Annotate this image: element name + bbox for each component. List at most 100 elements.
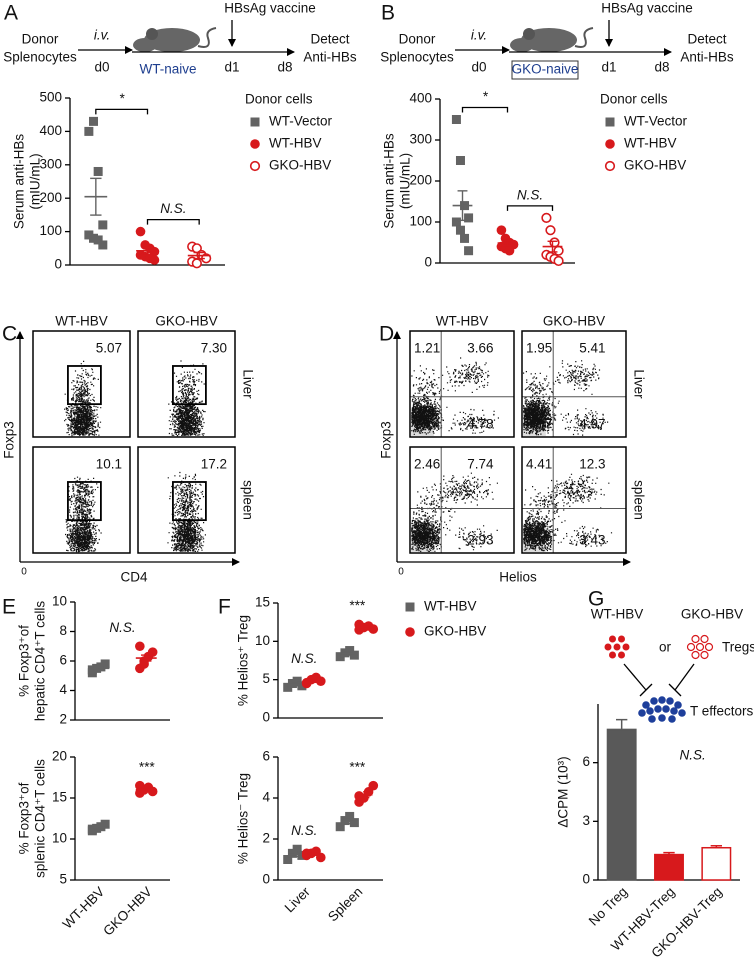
data-point	[98, 240, 108, 250]
y-tick-label: 5	[262, 671, 270, 686]
row-label: spleen	[240, 480, 255, 520]
readout-label: Detect	[310, 32, 349, 47]
vaccine-label: HBsAg vaccine	[601, 1, 693, 16]
effector-cell	[650, 697, 658, 705]
data-point	[89, 116, 99, 126]
day-label: d8	[277, 60, 292, 75]
plot-frame	[521, 446, 627, 554]
data-point	[549, 237, 560, 248]
y-tick-label: 4	[262, 790, 270, 805]
treg-cell	[622, 643, 630, 651]
quadrant-value: 4.41	[526, 457, 552, 472]
treg-cell	[613, 643, 621, 651]
gate-value: 10.1	[96, 457, 122, 472]
data-point	[335, 652, 345, 662]
y-tick-label: 10	[52, 594, 67, 609]
day-label: d8	[654, 60, 669, 75]
data-point	[315, 852, 326, 863]
data-point	[496, 225, 507, 235]
treg-cell	[604, 643, 612, 651]
mouse-label: WT-naive	[139, 62, 196, 77]
significance-bracket	[461, 106, 509, 113]
treg-cell	[700, 634, 709, 644]
y-tick-label: 8	[59, 623, 67, 638]
y-tick-label: 0	[262, 872, 270, 887]
y-tick-label: 0	[582, 872, 590, 887]
legend-marker	[605, 139, 615, 149]
data-point	[349, 818, 359, 828]
mouse-tail	[197, 27, 217, 48]
plot-frame	[137, 330, 236, 438]
inhibit-bar	[639, 683, 653, 697]
flow-events	[523, 473, 613, 552]
significance-label: N.S.	[291, 651, 317, 666]
row-label: Liver	[631, 369, 646, 399]
data-point	[455, 225, 465, 235]
data-point	[87, 824, 97, 834]
panel-letter: E	[2, 596, 16, 619]
day-label: d0	[471, 60, 486, 75]
x-tick-label: Liver	[282, 884, 314, 916]
y-axis-label: % Foxp3⁺of	[17, 625, 32, 697]
quadrant-value: 4.97	[579, 417, 605, 432]
quadrant-value: 2.46	[414, 457, 440, 472]
y-axis-label: Foxp3	[379, 421, 394, 459]
row-label: Liver	[240, 369, 255, 399]
panel-letter: A	[4, 2, 18, 25]
effector-label: T effectors	[690, 704, 754, 719]
quadrant-value: 4.78	[467, 417, 493, 432]
data-point	[345, 646, 355, 656]
legend-label: WT-Vector	[624, 114, 688, 129]
legend-title: Donor cells	[245, 92, 313, 107]
y-tick-label: 500	[39, 90, 62, 105]
y-tick-label: 400	[409, 91, 432, 106]
y-tick-label: 300	[409, 132, 432, 147]
x-tick-label: Spleen	[325, 884, 365, 924]
y-tick-label: 300	[39, 156, 62, 171]
quadrant-value: 3.66	[467, 341, 493, 356]
effector-cell	[654, 705, 662, 713]
y-axis-label: % Foxp3⁺of	[17, 782, 32, 854]
label-box	[511, 60, 579, 80]
route-label: i.v.	[94, 28, 110, 43]
quadrant-value: 79.9	[526, 533, 552, 548]
quadrant-value: 7.74	[467, 457, 494, 472]
gate-value: 17.2	[201, 457, 227, 472]
data-point	[135, 226, 146, 237]
legend-label: GKO-HBV	[424, 624, 486, 639]
y-tick-label: 2	[59, 712, 67, 727]
source-label: Donor	[22, 32, 59, 47]
data-point	[301, 848, 312, 859]
treg-cell	[695, 642, 705, 652]
flow-events	[63, 360, 102, 437]
data-point	[455, 156, 465, 165]
quadrant-value: 5.41	[579, 341, 605, 356]
legend-label: GKO-HBV	[269, 158, 331, 173]
gate-value: 7.30	[201, 341, 227, 356]
effector-cell	[662, 705, 670, 713]
x-axis-label: CD4	[120, 570, 147, 585]
treg-cell	[686, 642, 696, 652]
column-label: GKO-HBV	[543, 314, 605, 329]
data-point	[89, 233, 99, 243]
data-point	[149, 255, 160, 265]
quadrant-value: 86.9	[414, 533, 440, 548]
readout-label: Anti-HBs	[680, 50, 734, 65]
y-axis-label: ΔCPM (10³)	[556, 756, 571, 827]
panel-letter: D	[379, 323, 394, 346]
effector-cell	[674, 701, 682, 709]
x-tick-label: WT-HBV	[60, 884, 108, 932]
data-point	[283, 855, 293, 864]
row-label: spleen	[631, 480, 646, 520]
data-point	[98, 220, 108, 230]
legend-label: GKO-HBV	[624, 158, 686, 173]
y-tick-label: 400	[39, 123, 62, 138]
treg-cell	[704, 642, 714, 652]
gate	[172, 365, 207, 406]
data-point	[87, 665, 97, 675]
data-point	[100, 659, 110, 669]
flow-events	[411, 472, 498, 552]
y-axis-label: % Helios⁺ Treg	[236, 615, 251, 706]
